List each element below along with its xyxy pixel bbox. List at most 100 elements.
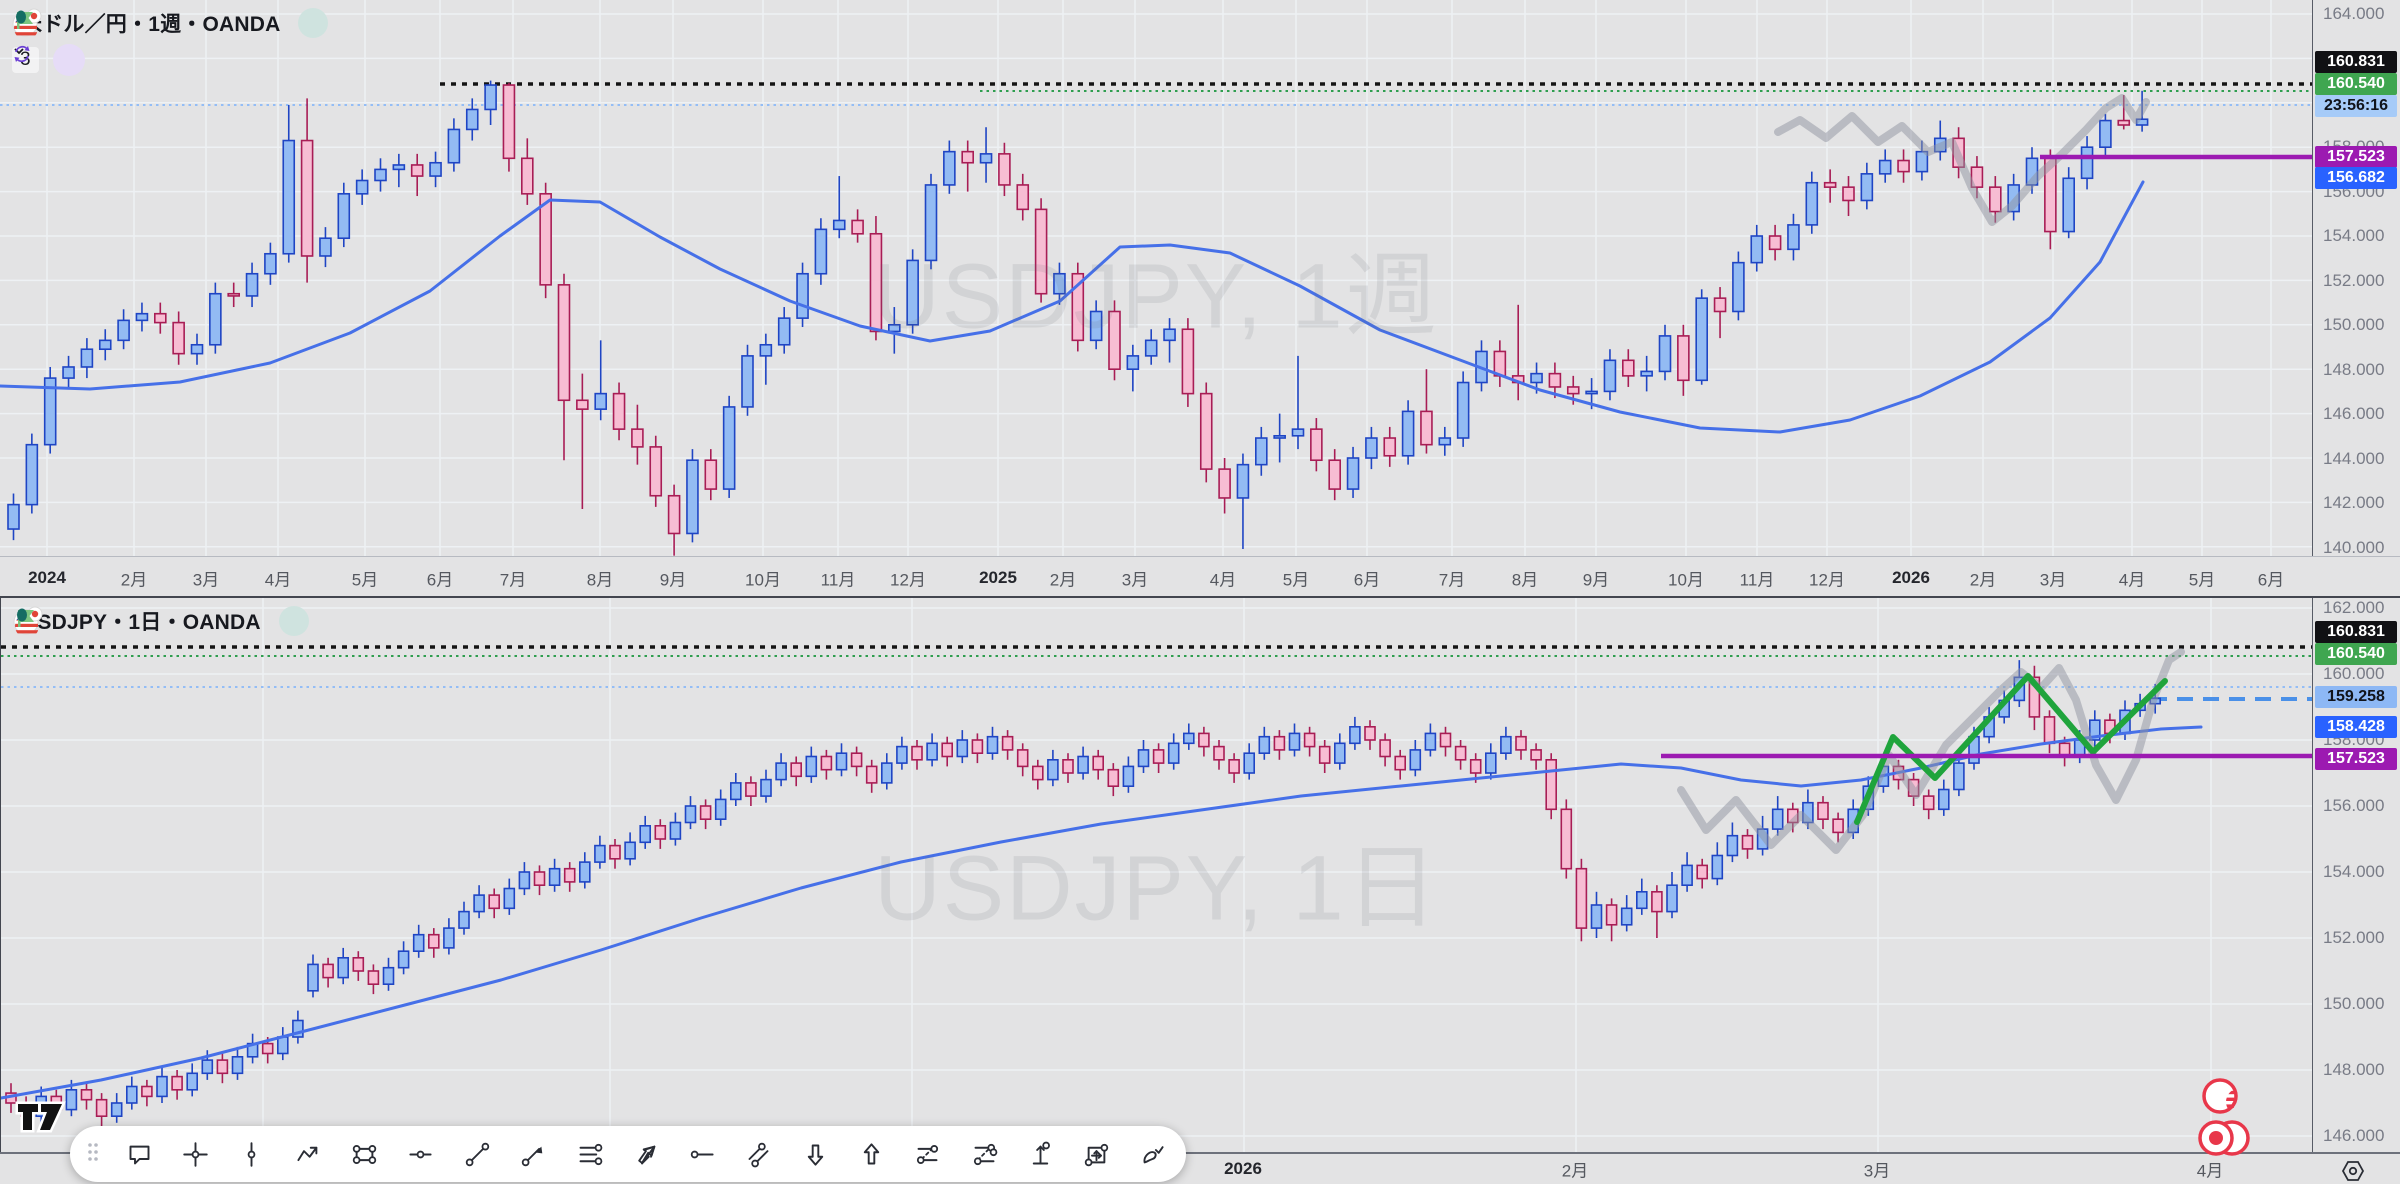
candle-body — [1032, 765, 1044, 781]
candle-body — [624, 841, 636, 860]
candle-body — [1438, 437, 1452, 446]
tool-price-range-icon[interactable] — [1023, 1137, 1057, 1171]
axis-separator — [0, 1152, 2400, 1154]
candle-body — [141, 1085, 153, 1098]
time-axis-month-label: 3月 — [1121, 570, 1149, 589]
candle-body — [355, 179, 369, 195]
candle-body — [704, 459, 718, 490]
time-axis-month-label: 2月 — [1049, 570, 1077, 589]
freehand-drawing[interactable] — [1677, 648, 2185, 854]
candle-body — [563, 867, 576, 883]
candle-body — [631, 428, 644, 448]
chart-pane-daily[interactable]: USDJPY, 1日 USDJPY・1日・OANDA — [0, 598, 2312, 1152]
candle-body — [1953, 762, 1965, 791]
symbol-legend-weekly[interactable]: 米ドル／円・1週・OANDA — [12, 8, 329, 38]
tool-horizontal-ray-icon[interactable] — [685, 1137, 719, 1171]
market-status-icon[interactable] — [17, 606, 309, 636]
candle-body — [1566, 386, 1580, 395]
tool-arrow-up-icon[interactable] — [854, 1137, 888, 1171]
market-status-icon[interactable] — [16, 8, 329, 38]
candle-body — [924, 184, 938, 262]
tool-vertical-line-icon[interactable] — [235, 1137, 269, 1171]
axis-settings-icon[interactable] — [2340, 1158, 2366, 1184]
candlestick-chart-weekly — [0, 0, 2312, 556]
time-axis-daily[interactable]: 2026 2月 3月 4月 — [0, 1154, 2400, 1184]
tool-arrow-down-icon[interactable] — [798, 1137, 832, 1171]
sync-drawings-icon[interactable] — [14, 44, 85, 76]
price-badge-ma: 156.682 — [2315, 167, 2397, 189]
tool-text-comment-icon[interactable] — [122, 1137, 156, 1171]
time-axis-month-label: 5月 — [1282, 570, 1310, 589]
tool-trend-line-icon[interactable] — [460, 1137, 494, 1171]
tool-horizontal-line-icon[interactable] — [404, 1137, 438, 1171]
candle-body — [594, 392, 608, 410]
symbol-title-daily[interactable]: USDJPY・1日・OANDA — [22, 611, 261, 634]
tool-crosshair-icon[interactable] — [179, 1137, 213, 1171]
chart-pane-weekly[interactable]: USDJPY, 1週 米ドル／円・1週・OANDA — [0, 0, 2312, 556]
tool-rectangle-icon[interactable] — [348, 1137, 382, 1171]
candle-body — [1394, 755, 1406, 771]
candle-body — [429, 161, 442, 177]
candle-body — [209, 292, 222, 346]
tool-pattern-zigzag-icon[interactable] — [291, 1137, 325, 1171]
candle-body — [1199, 392, 1213, 470]
tool-arrow-trend-line-icon[interactable] — [517, 1137, 551, 1171]
candle-body — [790, 762, 803, 778]
tradingview-logo[interactable] — [14, 1096, 72, 1141]
tool-fib-channel-icon[interactable] — [911, 1137, 945, 1171]
tool-disjoint-channel-icon[interactable] — [967, 1137, 1001, 1171]
drawing-toolbar[interactable] — [70, 1126, 1186, 1182]
candle-body — [7, 503, 20, 530]
candle-body — [2062, 177, 2075, 233]
candle-body — [1001, 735, 1014, 751]
symbol-title-weekly[interactable]: 米ドル／円・1週・OANDA — [21, 13, 281, 36]
candle-body — [1658, 335, 1672, 373]
tool-fib-retracement-icon[interactable] — [573, 1137, 607, 1171]
zigzag-drawing[interactable] — [1854, 673, 2168, 825]
time-axis-month-label: 12月 — [1809, 570, 1845, 589]
candle-body — [533, 871, 546, 886]
candle-body — [216, 1059, 229, 1075]
candle-body — [1636, 890, 1648, 910]
candle-body — [1713, 297, 1727, 313]
candle-body — [465, 108, 479, 131]
price-badge-purple-line: 157.523 — [2315, 146, 2397, 168]
candle-body — [722, 406, 736, 490]
price-axis-label: 146.000 — [2323, 1126, 2385, 1145]
candle-body — [832, 219, 846, 231]
time-axis-month-label: 8月 — [1511, 570, 1539, 589]
time-axis-weekly[interactable]: 2024 2月 3月 4月 5月 6月 7月 8月 9月 10月 11月 12月 2025 2月 3月 4月 5… — [0, 557, 2400, 598]
candle-body — [1575, 867, 1588, 929]
candle-body — [374, 168, 387, 182]
pane-divider[interactable] — [0, 596, 2400, 598]
tool-magic-brush-icon[interactable] — [1136, 1137, 1170, 1171]
time-axis-year-label: 2026 — [1224, 1159, 1262, 1178]
tool-parallel-channel-icon[interactable] — [742, 1137, 776, 1171]
freehand-drawing[interactable] — [1774, 94, 2150, 226]
price-badge-line-high: 160.831 — [2315, 621, 2397, 643]
candle-body — [447, 128, 461, 164]
price-axis-weekly[interactable]: 164.000158.000156.000154.000152.000150.0… — [2312, 0, 2400, 557]
price-axis-daily[interactable]: 162.000 160.000 158.000 156.000 154.000 152.0… — [2312, 598, 2400, 1152]
candle-body — [639, 825, 652, 844]
symbol-legend-daily[interactable]: USDJPY・1日・OANDA — [13, 606, 309, 636]
time-axis-month-label: 4月 — [1209, 570, 1237, 589]
candle-body — [669, 821, 682, 840]
candle-body — [759, 343, 773, 357]
candle-body — [1016, 184, 1030, 211]
candle-body — [1349, 726, 1361, 745]
candle-body — [820, 755, 833, 771]
tool-arrow-marker-icon[interactable] — [629, 1137, 663, 1171]
watermark-weekly: USDJPY, 1週 — [873, 245, 1439, 348]
candle-body — [397, 950, 410, 969]
moving-average-line[interactable] — [0, 180, 2145, 434]
tool-date-price-range-icon[interactable] — [1080, 1137, 1114, 1171]
candle-body — [95, 1098, 108, 1118]
candle-body — [518, 871, 531, 890]
candle-body — [1771, 808, 1784, 830]
toolbar-drag-handle[interactable] — [86, 1141, 100, 1168]
candle-body — [488, 894, 501, 910]
candle-body — [777, 317, 791, 346]
candle-body — [880, 762, 893, 784]
price-badge-last: 159.258 — [2315, 686, 2397, 708]
